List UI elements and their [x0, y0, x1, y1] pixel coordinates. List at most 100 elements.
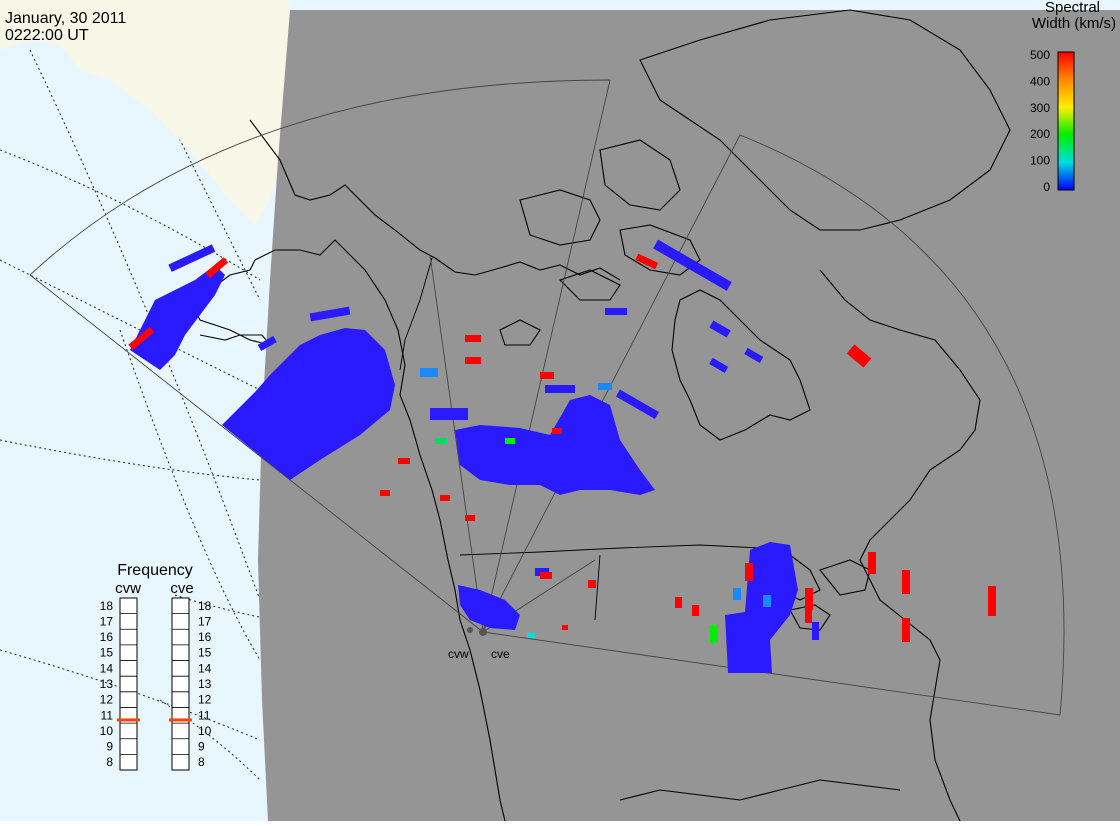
- frequency-tick-label: 11: [198, 708, 211, 722]
- scatter-cell: [540, 572, 552, 579]
- frequency-tick-label: 8: [106, 755, 113, 769]
- scatter-cell: [805, 605, 812, 623]
- scatter-cell: [505, 438, 515, 444]
- scatter-cell: [435, 438, 447, 444]
- frequency-tick-label: 13: [198, 677, 212, 691]
- scatter-cell: [868, 552, 876, 574]
- colorbar-gradient: [1057, 51, 1075, 191]
- frequency-tick-label: 8: [198, 755, 205, 769]
- scatter-cell: [805, 588, 813, 610]
- scatter-cell: [128, 326, 155, 351]
- frequency-tick-label: 17: [100, 614, 114, 628]
- night-region: [258, 10, 1120, 821]
- scatter-cell: [615, 389, 659, 419]
- frequency-tick-label: 10: [100, 724, 114, 738]
- frequency-marker-cve: [169, 718, 192, 722]
- scatter-cell: [588, 580, 596, 588]
- frequency-bar-cvw: [119, 597, 138, 771]
- radar-scatter-cells: [128, 239, 996, 673]
- scatter-cell: [465, 515, 475, 521]
- time-label: 0222:00 UT: [5, 27, 89, 44]
- scatter-cell: [420, 368, 438, 377]
- scatter-patch-alaska-upper: [130, 265, 225, 370]
- scatter-cell: [902, 618, 910, 642]
- scatter-cell: [653, 239, 732, 291]
- colorbar-tick-label: 300: [1030, 101, 1050, 115]
- frequency-tick-label: 14: [198, 661, 212, 675]
- radar-site-cvw: [467, 627, 473, 633]
- colorbar-tick-label: 500: [1030, 48, 1050, 62]
- colorbar-title-line1: Spectral: [1045, 0, 1100, 16]
- scatter-cell: [430, 408, 468, 420]
- coastlines: [189, 9, 1011, 822]
- frequency-tick-label: 10: [198, 724, 212, 738]
- scatter-cell: [465, 335, 481, 342]
- scatter-cell: [635, 253, 659, 270]
- colorbar-tick-label: 100: [1030, 154, 1050, 168]
- radar-fov-outlines: [29, 79, 1065, 716]
- scatter-patch-central: [455, 395, 655, 495]
- frequency-tick-label: 18: [100, 599, 114, 613]
- date-label: January, 30 2011: [5, 10, 126, 27]
- frequency-tick-label: 11: [101, 708, 114, 722]
- colorbar-tick-label: 0: [1043, 180, 1050, 194]
- scatter-cell: [744, 347, 764, 363]
- scatter-cell: [675, 597, 682, 608]
- frequency-tick-label: 14: [100, 661, 114, 675]
- frequency-tick-label: 9: [198, 740, 205, 754]
- scatter-patch-east: [725, 542, 798, 673]
- frequency-tick-label: 16: [198, 630, 212, 644]
- scatter-cell: [380, 490, 390, 496]
- scatter-patch-alaska: [222, 328, 395, 480]
- borders: [399, 257, 761, 621]
- scatter-cell: [552, 428, 562, 434]
- colorbar-tick-label: 400: [1030, 74, 1050, 88]
- scatter-cell: [988, 586, 996, 616]
- frequency-tick-label: 15: [198, 646, 212, 660]
- scatter-cell: [168, 244, 216, 272]
- frequency-tick-label: 13: [100, 677, 114, 691]
- colorbar-ticks: 500 400 300 200 100 0: [1030, 48, 1050, 194]
- scatter-cell: [257, 335, 277, 351]
- scatter-cell: [309, 306, 351, 322]
- radar-site-cve: [479, 628, 487, 636]
- scatter-cell: [527, 633, 535, 638]
- scatter-cell: [846, 344, 872, 368]
- colorbar-tick-label: 200: [1030, 127, 1050, 141]
- frequency-tick-label: 9: [106, 740, 113, 754]
- frequency-bar-cve: [171, 597, 190, 771]
- scatter-cell: [733, 588, 741, 600]
- frequency-title: Frequency: [117, 562, 193, 579]
- scatter-patch-near-radar: [458, 585, 520, 630]
- scatter-cell: [745, 563, 753, 581]
- scatter-cell: [902, 570, 910, 594]
- frequency-radar-label-cvw: cvw: [115, 580, 141, 597]
- scatter-cell: [465, 357, 481, 364]
- colorbar: Spectral Width (km/s) 500 400 300 200 100 0: [1030, 0, 1116, 194]
- frequency-tick-label: 18: [198, 599, 212, 613]
- scatter-cell: [562, 625, 568, 630]
- scatter-cell: [545, 385, 575, 393]
- alaska-sunlit-land: [0, 0, 290, 225]
- colorbar-title-line2: Width (km/s): [1032, 15, 1116, 32]
- scatter-cell: [398, 458, 410, 464]
- radar-label-cvw: cvw: [448, 647, 469, 661]
- frequency-tick-label: 12: [100, 693, 114, 707]
- frequency-tick-label: 15: [100, 646, 114, 660]
- frequency-tick-label: 17: [198, 614, 212, 628]
- scatter-cell: [605, 308, 627, 315]
- scatter-cell: [812, 622, 819, 640]
- scatter-cell: [540, 372, 554, 379]
- frequency-tick-label: 16: [100, 630, 114, 644]
- frequency-radar-label-cve: cve: [170, 580, 193, 597]
- scatter-cell: [710, 625, 718, 643]
- radar-label-cve: cve: [491, 647, 510, 661]
- scatter-cell: [692, 605, 699, 616]
- frequency-tick-label: 12: [198, 693, 212, 707]
- scatter-cell: [709, 320, 731, 338]
- scatter-cell: [709, 357, 729, 373]
- scatter-cell: [440, 495, 450, 501]
